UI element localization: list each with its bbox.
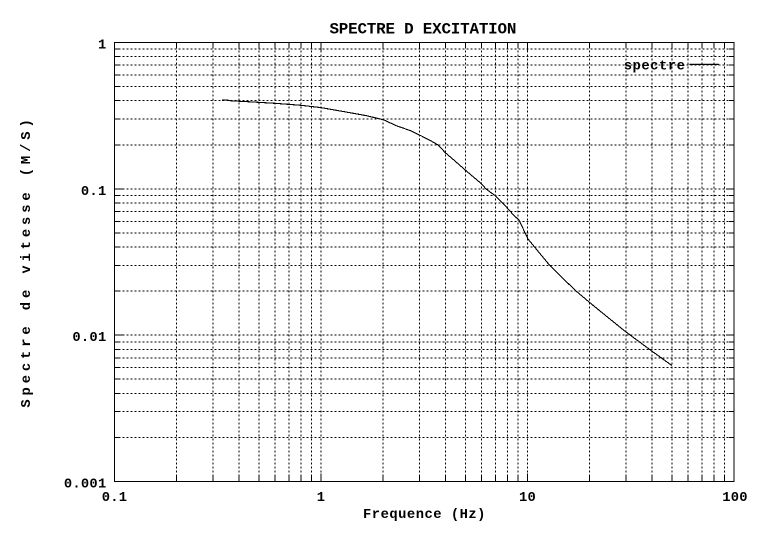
svg-text:0.1: 0.1 xyxy=(102,491,128,506)
svg-text:10: 10 xyxy=(519,491,536,506)
svg-text:0.001: 0.001 xyxy=(64,478,107,493)
svg-text:Frequence (Hz): Frequence (Hz) xyxy=(363,507,486,523)
svg-text:1: 1 xyxy=(317,491,326,506)
svg-text:1: 1 xyxy=(98,39,107,54)
svg-text:Spectre de vitesse (M/S): Spectre de vitesse (M/S) xyxy=(19,115,35,407)
svg-text:spectre: spectre xyxy=(624,60,686,75)
svg-text:SPECTRE D EXCITATION: SPECTRE D EXCITATION xyxy=(329,20,516,38)
svg-text:0.1: 0.1 xyxy=(81,185,107,200)
svg-text:100: 100 xyxy=(722,491,748,506)
svg-text:0.01: 0.01 xyxy=(72,331,106,346)
